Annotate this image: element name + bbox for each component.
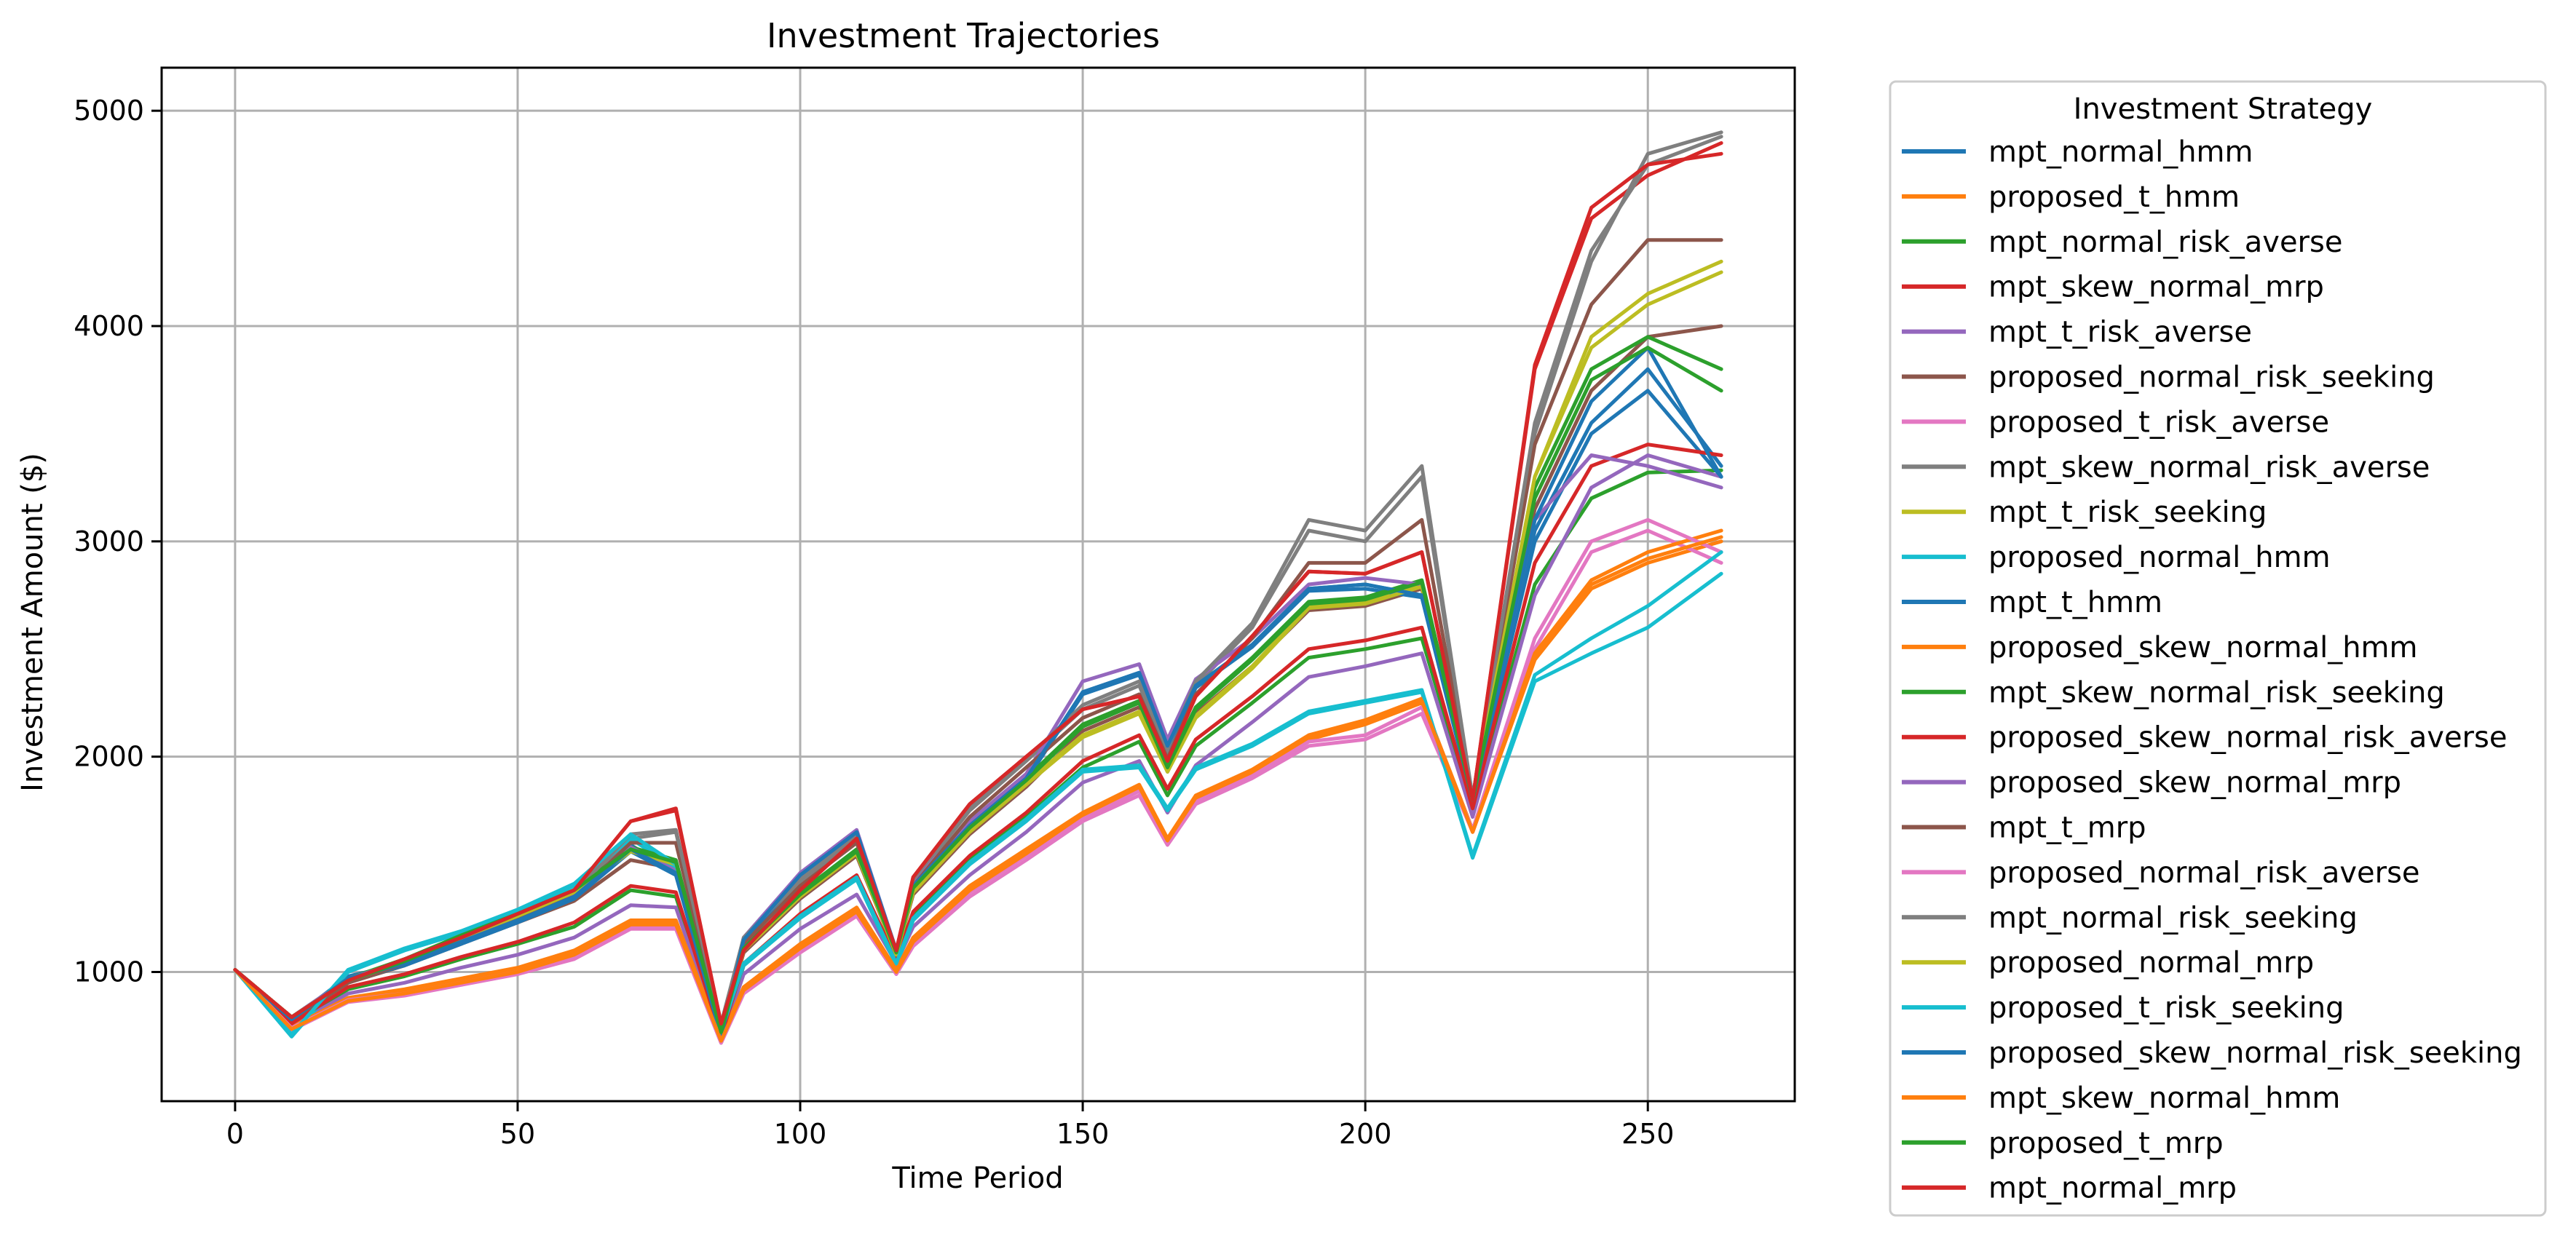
x-tick-label: 150 (1056, 1118, 1110, 1150)
series-line-proposed-t-risk-averse (233, 528, 1723, 1045)
y-tick-label: 2000 (74, 741, 144, 773)
legend-entry-label: mpt_normal_mrp (1988, 1172, 2237, 1205)
legend-frame (1889, 80, 2547, 1217)
y-tick-label: 1000 (74, 956, 144, 988)
legend: Investment Strategy mpt_normal_hmmpropos… (1889, 80, 2547, 1217)
legend-entry-label: proposed_skew_normal_risk_averse (1988, 721, 2507, 755)
legend-entry-label: proposed_t_hmm (1988, 180, 2240, 214)
legend-entry-label: mpt_normal_risk_seeking (1988, 901, 2358, 935)
y-tick-label: 5000 (74, 95, 144, 127)
series-line-mpt-normal-mrp (233, 151, 1723, 1025)
legend-entry-label: mpt_skew_normal_hmm (1988, 1082, 2340, 1115)
chart-title: Investment Trajectories (767, 16, 1160, 55)
legend-entry-label: mpt_skew_normal_risk_averse (1988, 451, 2430, 484)
grid (162, 68, 1795, 1101)
series-line-mpt-t-risk-averse (233, 453, 1723, 1043)
series-lines (233, 130, 1723, 1045)
legend-items: mpt_normal_hmm proposed_t_hmm mpt_normal_r… (1902, 135, 2522, 1205)
x-tick-label: 50 (500, 1118, 535, 1150)
legend-entry-label: proposed_t_risk_averse (1988, 405, 2329, 439)
x-tick-label: 0 (226, 1118, 244, 1150)
series-line-proposed-skew-normal-risk-averse (233, 443, 1723, 1039)
legend-entry-label: proposed_t_mrp (1988, 1127, 2224, 1160)
x-tick-label: 100 (774, 1118, 827, 1150)
legend-entry-label: proposed_skew_normal_hmm (1988, 631, 2417, 664)
legend-title: Investment Strategy (2074, 92, 2373, 126)
legend-entry-label: proposed_t_risk_seeking (1988, 991, 2344, 1025)
legend-entry-label: proposed_normal_risk_seeking (1988, 361, 2435, 394)
y-tick-label: 3000 (74, 525, 144, 558)
x-tick-label: 250 (1621, 1118, 1675, 1150)
series-line-mpt-skew-normal-hmm (233, 535, 1723, 1043)
legend-entry-label: mpt_normal_hmm (1988, 135, 2253, 169)
legend-entry-label: mpt_skew_normal_risk_seeking (1988, 676, 2445, 710)
legend-entry-label: mpt_t_mrp (1988, 812, 2146, 845)
x-tick-label: 200 (1339, 1118, 1392, 1150)
legend-entry-label: proposed_normal_mrp (1988, 946, 2314, 980)
legend-entry-label: mpt_normal_risk_averse (1988, 226, 2342, 259)
y-axis-label: Investment Amount ($) (16, 453, 50, 792)
x-axis-label: Time Period (891, 1162, 1063, 1195)
legend-entry-label: mpt_t_risk_averse (1988, 316, 2252, 349)
plot-frame (160, 66, 1796, 1103)
legend-entry-label: mpt_t_risk_seeking (1988, 496, 2267, 529)
legend-entry-label: proposed_skew_normal_risk_seeking (1988, 1036, 2522, 1070)
y-tick-label: 4000 (74, 310, 144, 342)
legend-entry-label: proposed_normal_hmm (1988, 541, 2331, 574)
legend-entry-label: mpt_t_hmm (1988, 586, 2162, 619)
series-line-mpt-normal-risk-averse (233, 468, 1723, 1041)
legend-entry-label: proposed_skew_normal_mrp (1988, 766, 2401, 800)
legend-entry-label: mpt_skew_normal_mrp (1988, 271, 2324, 304)
legend-entry-label: proposed_normal_risk_averse (1988, 856, 2420, 889)
axis-ticks: 0 50 100 150 200 250 1000 2000 3000 4000 5000 (74, 95, 1674, 1150)
